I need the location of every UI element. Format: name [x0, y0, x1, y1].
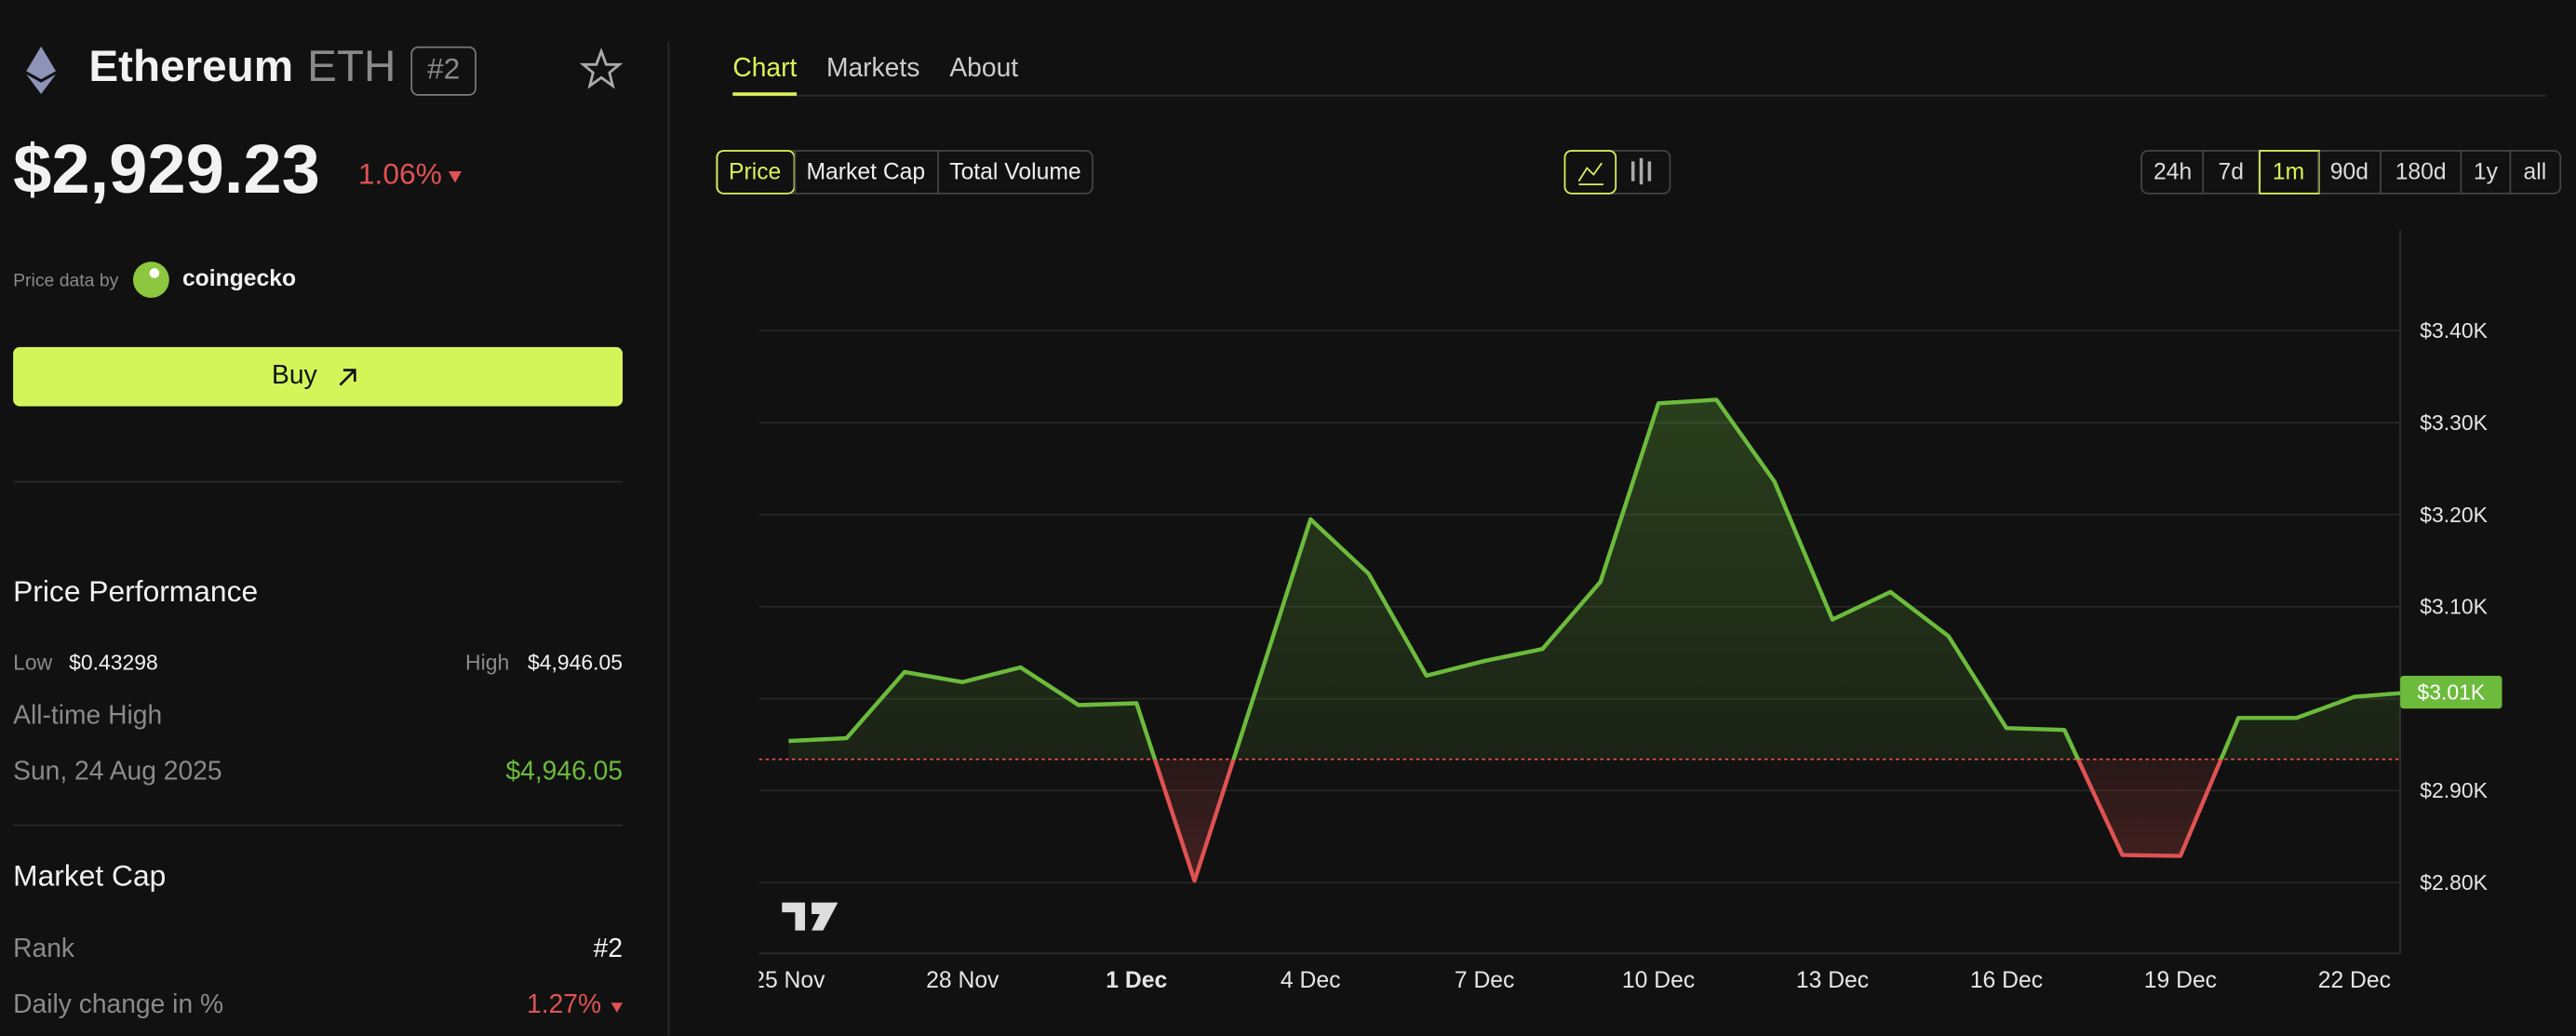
rank-value: #2 [594, 933, 623, 962]
price-line [788, 397, 2401, 883]
favorite-star[interactable] [579, 47, 624, 89]
source-name: coingecko [182, 266, 296, 291]
rank-label: Rank [13, 933, 75, 962]
range-group [2140, 150, 2562, 195]
section-title: Price Performance [13, 574, 258, 608]
x-tick-label: 16 Dec [1970, 968, 2043, 993]
y-tick-label: $2.90K [2420, 778, 2488, 802]
x-tick-label: 1 Dec [1106, 968, 1167, 993]
x-tick-label: 22 Dec [2318, 968, 2391, 993]
daily-change: 1.27% [527, 989, 601, 1018]
last-price-label: $3.01K [2417, 679, 2485, 704]
coin-name: Ethereum [88, 42, 293, 91]
tab[interactable]: Chart [732, 52, 797, 82]
low-label: Low [13, 651, 53, 675]
metric-button[interactable]: Total Volume [949, 159, 1080, 184]
price-change: 1.06% [358, 157, 442, 191]
y-tick-label: $3.10K [2420, 595, 2488, 619]
x-tick-label: 7 Dec [1455, 968, 1515, 993]
range-button[interactable]: 90d [2330, 159, 2368, 184]
tradingview-logo [782, 902, 839, 931]
down-arrow [610, 1002, 624, 1013]
eth-icon [26, 46, 57, 95]
coingecko-eye [149, 268, 160, 278]
range-button[interactable]: 24h [2153, 159, 2192, 184]
daily-change-label: Daily change in % [13, 989, 223, 1018]
metric-button[interactable]: Price [729, 159, 781, 184]
down-arrow [448, 171, 463, 183]
plot [758, 397, 2401, 883]
candle-chart-button[interactable] [1630, 157, 1652, 185]
line-chart-button[interactable] [1563, 150, 1617, 195]
range-button[interactable]: 7d [2219, 159, 2244, 184]
coin-symbol: ETH [307, 42, 396, 91]
tab[interactable]: Markets [826, 52, 919, 82]
x-tick-label: 10 Dec [1622, 968, 1695, 993]
low-value: $0.43298 [69, 651, 158, 675]
last-price-tag [2400, 676, 2502, 709]
y-tick-label: $3.20K [2420, 503, 2488, 527]
ath-value: $4,946.05 [505, 756, 623, 786]
source-label: Price data by [13, 270, 119, 290]
range-button[interactable]: 1m [2273, 159, 2304, 184]
tab[interactable]: About [949, 52, 1018, 82]
section-title: Market Cap [13, 858, 166, 892]
high-value: $4,946.05 [528, 651, 623, 675]
price: $2,929.23 [13, 130, 320, 208]
y-tick-label: $2.80K [2420, 870, 2488, 895]
buy-arrow [339, 369, 356, 386]
metric-button[interactable]: Market Cap [806, 159, 925, 184]
price-area [788, 399, 2401, 881]
y-tick-label: $3.40K [2420, 318, 2488, 343]
rank-badge-text: #2 [427, 52, 460, 86]
rank-badge [410, 46, 476, 96]
line-icon [1577, 162, 1603, 186]
buy-label: Buy [272, 359, 318, 389]
x-labels: 25 Nov 28 Nov 1 Dec 4 Dec 7 Dec 10 Dec 13 Dec 1… [752, 968, 2391, 993]
y-tick-label: $3.30K [2420, 410, 2488, 435]
ath-label: All-time High [13, 700, 162, 730]
buy-button[interactable] [13, 346, 624, 407]
x-tick-label: 25 Nov [752, 968, 825, 993]
range-button[interactable]: 180d [2395, 159, 2447, 184]
coingecko-logo [132, 262, 169, 298]
range-button[interactable]: all [2524, 159, 2547, 184]
x-tick-label: 28 Nov [926, 968, 1000, 993]
range-button[interactable]: 1y [2474, 159, 2499, 184]
x-tick-label: 4 Dec [1281, 968, 1341, 993]
x-tick-label: 19 Dec [2144, 968, 2217, 993]
high-label: High [465, 651, 509, 675]
x-tick-label: 13 Dec [1796, 968, 1869, 993]
ath-date: Sun, 24 Aug 2025 [13, 756, 222, 786]
